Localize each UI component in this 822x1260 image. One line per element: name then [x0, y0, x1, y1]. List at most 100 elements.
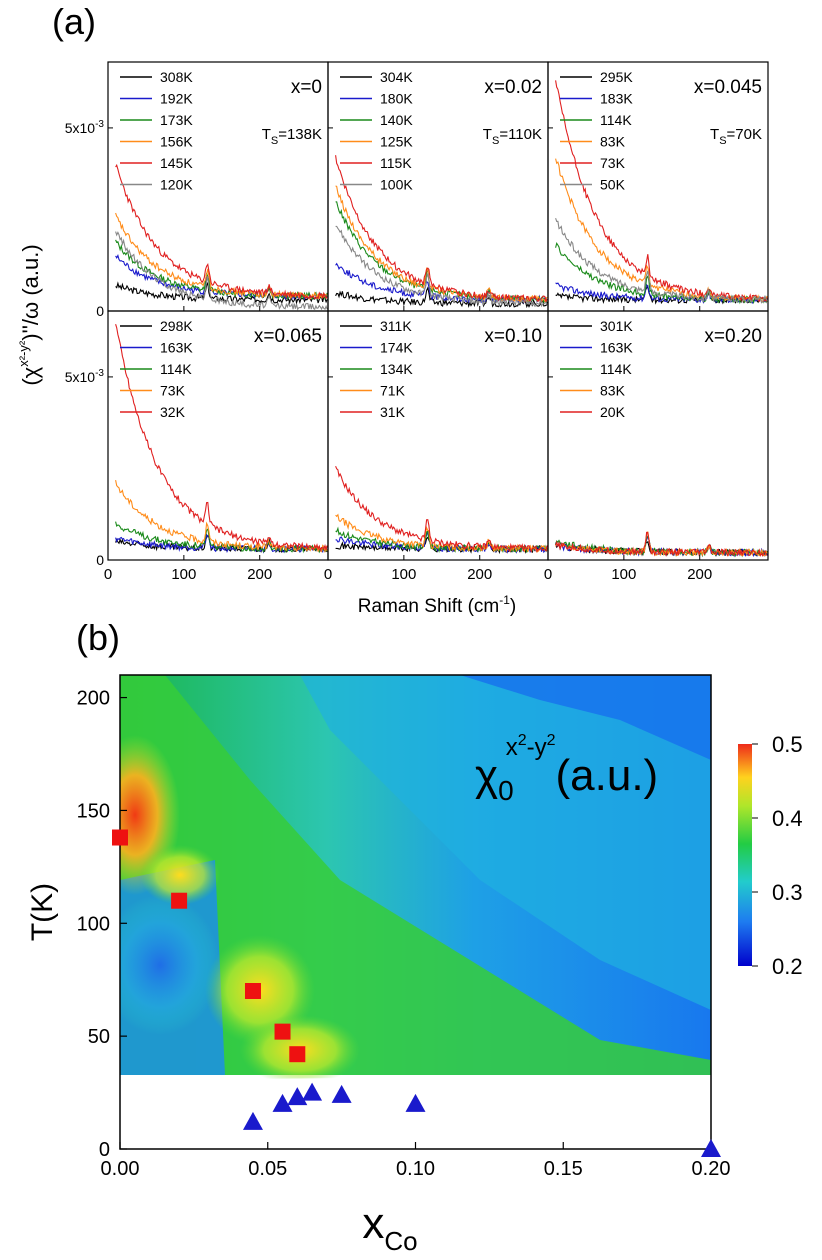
y-tick-label: 150 — [77, 800, 110, 822]
series-5-line — [555, 531, 768, 558]
subplot-6: 301K 163K 114K 83K 20K x=0.20 0 100 200 — [544, 310, 769, 583]
series-2-line — [555, 282, 768, 304]
legend-entry: 120K — [160, 177, 193, 193]
legend-entry: 114K — [600, 112, 632, 128]
series-5-line — [115, 324, 328, 552]
doping-label: x=0.10 — [484, 326, 542, 347]
ts-marker — [274, 1023, 291, 1040]
legend-entry: 115K — [380, 155, 412, 171]
x-tick-label: 100 — [611, 566, 636, 583]
y-tick-label: 5x10-3 — [65, 119, 105, 136]
series-5-line — [335, 465, 548, 553]
legend-entry: 145K — [160, 155, 193, 171]
legend-entry: 311K — [380, 318, 412, 334]
legend-entry: 298K — [160, 318, 193, 334]
ts-marker — [171, 892, 188, 909]
map-cool-spot — [120, 895, 220, 1035]
ts-label: TS=138K — [262, 126, 322, 147]
legend-entry: 73K — [160, 383, 186, 399]
y-tick-label: 100 — [77, 913, 110, 935]
map-xlabel: xCo — [362, 1199, 417, 1256]
legend-entry: 304K — [380, 69, 413, 85]
series-5-line — [555, 80, 768, 303]
tc-marker — [302, 1082, 323, 1101]
legend-entry: 180K — [380, 91, 413, 107]
y-tick-label: 200 — [77, 688, 110, 710]
colorbar — [738, 744, 752, 966]
x-tick-label: 0.05 — [248, 1158, 287, 1180]
series-4-line — [115, 212, 328, 301]
ts-marker — [289, 1046, 306, 1063]
legend-entry: 301K — [600, 318, 633, 334]
subplot-4: 298K 163K 114K 73K 32K x=0.065 0 100 200 0 5x10-3 — [65, 310, 329, 583]
legend-entry: 32K — [160, 404, 186, 420]
legend-entry: 156K — [160, 134, 193, 150]
x-tick-label: 100 — [171, 566, 196, 583]
x-tick-label: 0.00 — [101, 1158, 140, 1180]
tc-marker — [242, 1111, 263, 1130]
y-tick-label: 0 — [99, 1139, 110, 1161]
colorbar-tick-label: 0.5 — [772, 732, 803, 757]
subplot-frame — [107, 61, 329, 312]
legend-entry: 140K — [380, 112, 413, 128]
subplot-5: 311K 174K 134K 71K 31K x=0.10 0 100 200 — [324, 310, 549, 583]
panel-b-label: (b) — [76, 617, 120, 658]
legend-entry: 134K — [380, 361, 413, 377]
legend-entry: 31K — [380, 404, 406, 420]
legend-entry: 125K — [380, 134, 413, 150]
svg-text:(χx²-y²)''/ω (a.u.): (χx²-y²)''/ω (a.u.) — [16, 244, 43, 385]
x-tick-label: 200 — [467, 566, 492, 583]
raman-subplots: 308K 192K 173K 156K 145K 120K x=0 TS=138K 0 5x10-… — [65, 61, 769, 583]
series-1-line — [335, 286, 548, 309]
doping-label: x=0.045 — [694, 77, 762, 98]
series-4-line — [115, 479, 328, 554]
subplot-2: 304K 180K 140K 125K 115K 100K x=0.02 TS=110K — [327, 61, 549, 312]
legend-entry: 163K — [600, 340, 633, 356]
legend-entry: 50K — [600, 177, 626, 193]
legend-entry: 83K — [600, 383, 626, 399]
doping-label: x=0 — [291, 77, 322, 98]
legend-entry: 114K — [600, 361, 632, 377]
subplot-frame — [547, 310, 769, 561]
legend-entry: 174K — [380, 340, 413, 356]
legend-entry: 20K — [600, 404, 626, 420]
legend-entry: 71K — [380, 383, 406, 399]
map-axes: 0.00 0.05 0.10 0.15 0.20 0 50 100 150 200 — [77, 688, 731, 1180]
y-tick-label: 0 — [96, 552, 104, 568]
series-2-line — [115, 533, 328, 554]
colorbar-tick-label: 0.2 — [772, 954, 803, 979]
x-tick-label: 200 — [687, 566, 712, 583]
legend-entry: 308K — [160, 69, 193, 85]
legend-entry: 114K — [160, 361, 192, 377]
y-tick-label: 50 — [88, 1026, 110, 1048]
subplot-frame — [107, 310, 329, 561]
panel-a-xlabel: Raman Shift (cm-1) — [358, 593, 516, 617]
legend-entry: 173K — [160, 112, 193, 128]
series-3-line — [335, 526, 548, 554]
map-warm-spot-1 — [140, 845, 220, 905]
series-6-line — [115, 231, 328, 311]
x-tick-label: 0.20 — [692, 1158, 731, 1180]
legend-entry: 73K — [600, 155, 626, 171]
colorbar-tick-label: 0.3 — [772, 880, 803, 905]
x-tick-label: 0.10 — [396, 1158, 435, 1180]
phase-map — [120, 675, 711, 1149]
subplot-3: 295K 183K 114K 83K 73K 50K x=0.045 TS=70K — [547, 61, 769, 312]
tc-marker — [287, 1087, 308, 1106]
series-3-line — [115, 521, 328, 554]
colorbar-tick-label: 0.4 — [772, 806, 803, 831]
subplot-frame — [327, 61, 549, 312]
colorbar-ticks: 0.5 0.4 0.3 0.2 — [752, 732, 803, 979]
x-tick-label: 0.15 — [544, 1158, 583, 1180]
x-tick-label: 100 — [391, 566, 416, 583]
x-tick-label: 200 — [247, 566, 272, 583]
series-6-line — [335, 225, 548, 308]
x-tick-label: 0 — [544, 566, 552, 583]
ts-label: TS=70K — [710, 126, 762, 147]
legend-entry: 100K — [380, 177, 413, 193]
map-ylabel: T(K) — [26, 883, 59, 941]
series-3-line — [115, 239, 328, 301]
y-tick-label: 5x10-3 — [65, 368, 105, 385]
ts-label: TS=110K — [483, 126, 542, 147]
tc-marker — [405, 1093, 426, 1112]
